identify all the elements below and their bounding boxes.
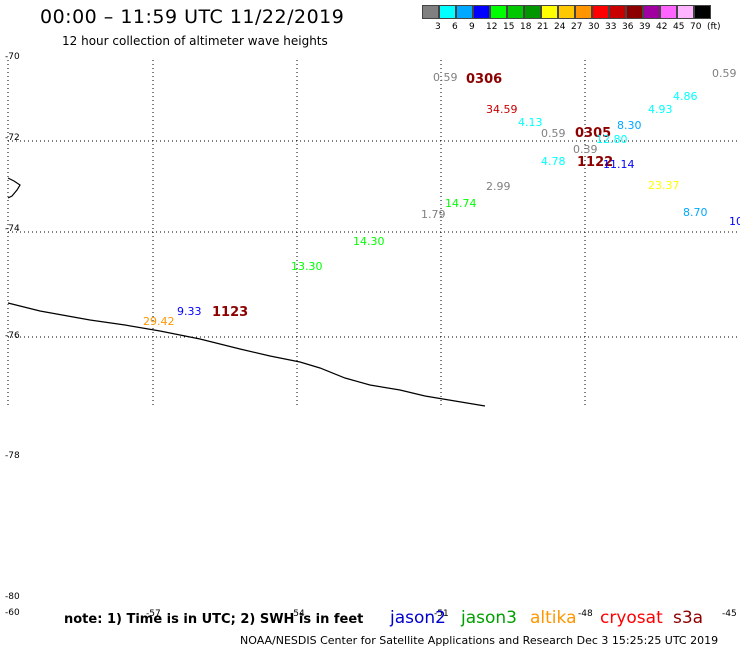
lon-label: -57 bbox=[146, 609, 161, 619]
legend-label: 18 bbox=[520, 22, 532, 32]
wave-height-label: 14.30 bbox=[353, 235, 385, 248]
lat-label: -78 bbox=[5, 451, 20, 461]
wave-height-label: 4.93 bbox=[648, 103, 673, 116]
color-legend-labels: 3 6 9 12 15 18 21 24 27 30 33 36 39 42 45 70 (ft) bbox=[422, 22, 740, 34]
lon-label: -54 bbox=[290, 609, 305, 619]
credit-line: NOAA/NESDIS Center for Satellite Applica… bbox=[240, 634, 719, 647]
wave-height-label: 4.86 bbox=[673, 90, 698, 103]
wave-height-label: 11.14 bbox=[603, 158, 635, 171]
legend-swatch bbox=[626, 5, 643, 19]
wave-height-label: 23.37 bbox=[648, 179, 680, 192]
wave-height-label: 1122 bbox=[577, 155, 613, 170]
legend-label: 42 bbox=[656, 22, 668, 32]
wave-height-label: 0.39 bbox=[573, 143, 598, 156]
page-title: 00:00 – 11:59 UTC 11/22/2019 bbox=[40, 6, 345, 28]
lat-label: -72 bbox=[5, 133, 20, 143]
legend-label: 36 bbox=[622, 22, 634, 32]
legend-swatch bbox=[456, 5, 473, 19]
wave-height-label: 8.30 bbox=[617, 119, 642, 132]
legend-label: 27 bbox=[571, 22, 583, 32]
legend-label: 6 bbox=[452, 22, 458, 32]
map-grid bbox=[7, 60, 740, 405]
legend-swatch bbox=[439, 5, 456, 19]
lat-label: -70 bbox=[5, 52, 20, 62]
legend-label: 9 bbox=[469, 22, 475, 32]
wave-height-label: 0.59 bbox=[433, 71, 458, 84]
lon-label: -51 bbox=[434, 609, 449, 619]
legend-swatch bbox=[609, 5, 626, 19]
wave-height-label: 10 bbox=[729, 215, 740, 228]
legend-swatch bbox=[558, 5, 575, 19]
lat-label: -80 bbox=[5, 592, 20, 602]
legend-label: 12 bbox=[486, 22, 498, 32]
wave-height-label: 12.80 bbox=[596, 133, 628, 146]
legend-swatch bbox=[660, 5, 677, 19]
legend-swatch bbox=[524, 5, 541, 19]
legend-label: 70 bbox=[690, 22, 702, 32]
lon-label: -45 bbox=[722, 609, 737, 619]
legend-swatch bbox=[490, 5, 507, 19]
wave-height-label: 0305 bbox=[575, 126, 611, 141]
legend-swatch bbox=[473, 5, 490, 19]
satellite-s3a: s3a bbox=[673, 608, 704, 628]
legend-label: 30 bbox=[588, 22, 600, 32]
wave-height-label: 13.30 bbox=[291, 260, 323, 273]
legend-label: (ft) bbox=[707, 22, 721, 32]
legend-swatch bbox=[575, 5, 592, 19]
legend-swatch bbox=[507, 5, 524, 19]
legend-label: 45 bbox=[673, 22, 685, 32]
observation-labels: 0.59 0306 0.59 34.59 4.864.93 4.13 8.30 0.59 030… bbox=[143, 67, 740, 328]
wave-height-label: 8.70 bbox=[683, 206, 708, 219]
satellite-altika: altika bbox=[530, 608, 577, 628]
lat-label: -60 bbox=[5, 608, 20, 618]
wave-height-label: 2.99 bbox=[486, 180, 511, 193]
footer-note: note: 1) Time is in UTC; 2) SWH is in fe… bbox=[64, 612, 364, 627]
legend-label: 15 bbox=[503, 22, 515, 32]
coastline bbox=[7, 302, 486, 407]
satellite-jason3: jason3 bbox=[461, 608, 517, 628]
legend-label: 21 bbox=[537, 22, 549, 32]
legend-label: 39 bbox=[639, 22, 651, 32]
wave-height-label: 4.78 bbox=[541, 155, 566, 168]
legend-swatch bbox=[694, 5, 711, 19]
wave-height-label: 9.33 bbox=[177, 305, 202, 318]
legend-swatch bbox=[677, 5, 694, 19]
wave-height-label: 34.59 bbox=[486, 103, 518, 116]
wave-height-label: 1.79 bbox=[421, 208, 446, 221]
lat-label: -76 bbox=[5, 331, 20, 341]
wave-height-label: 14.74 bbox=[445, 197, 477, 210]
lat-label: -74 bbox=[5, 224, 20, 234]
page-subtitle: 12 hour collection of altimeter wave hei… bbox=[62, 34, 328, 48]
legend-swatch bbox=[643, 5, 660, 19]
satellite-cryosat: cryosat bbox=[600, 608, 663, 628]
satellite-jason2: jason2 bbox=[390, 608, 446, 628]
legend-swatch bbox=[541, 5, 558, 19]
lon-label: -48 bbox=[578, 609, 593, 619]
legend-swatch bbox=[592, 5, 609, 19]
wave-height-label: 4.13 bbox=[518, 116, 543, 129]
wave-height-label: 0.59 bbox=[712, 67, 737, 80]
legend-swatch bbox=[422, 5, 439, 19]
legend-label: 24 bbox=[554, 22, 566, 32]
wave-height-label: 0.59 bbox=[541, 127, 566, 140]
wave-height-label: 0306 bbox=[466, 72, 502, 87]
coastline-island bbox=[7, 177, 21, 199]
color-legend bbox=[422, 5, 711, 19]
wave-height-label: 29.42 bbox=[143, 315, 175, 328]
legend-label: 33 bbox=[605, 22, 617, 32]
wave-height-label: 1123 bbox=[212, 305, 248, 320]
legend-label: 3 bbox=[435, 22, 441, 32]
